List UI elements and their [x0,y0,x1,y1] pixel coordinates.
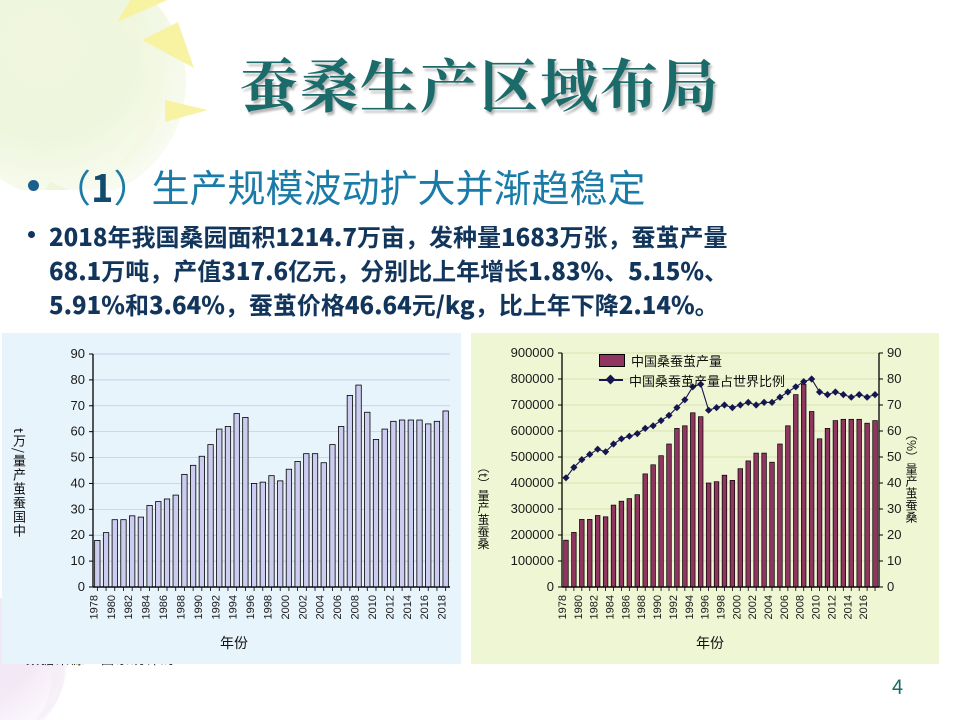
svg-text:1982: 1982 [589,595,601,619]
svg-text:1996: 1996 [700,595,712,619]
svg-text:2006: 2006 [779,595,791,619]
svg-text:1998: 1998 [715,595,727,619]
svg-text:80: 80 [887,371,901,386]
svg-text:1988: 1988 [175,595,187,619]
svg-text:1984: 1984 [141,595,153,619]
svg-text:2002: 2002 [297,595,309,619]
svg-text:30: 30 [71,501,85,516]
svg-text:10: 10 [71,553,85,568]
svg-text:1994: 1994 [684,595,696,619]
svg-text:2012: 2012 [384,595,396,619]
svg-text:800000: 800000 [511,371,554,386]
svg-text:2016: 2016 [419,595,431,619]
svg-text:70: 70 [71,398,85,413]
svg-text:1998: 1998 [263,595,275,619]
svg-text:0: 0 [78,579,85,594]
svg-text:10: 10 [887,553,901,568]
svg-text:2018: 2018 [437,595,449,619]
svg-text:90: 90 [71,346,85,361]
svg-text:1990: 1990 [193,595,205,619]
svg-text:2008: 2008 [350,595,362,619]
svg-text:1992: 1992 [668,595,680,619]
svg-text:40: 40 [887,475,901,490]
svg-text:50: 50 [887,449,901,464]
svg-text:1980: 1980 [573,595,585,619]
svg-text:60: 60 [71,424,85,439]
svg-text:1980: 1980 [106,595,118,619]
svg-text:300000: 300000 [511,501,554,516]
svg-text:2008: 2008 [795,595,807,619]
svg-text:2012: 2012 [826,595,838,619]
svg-text:2000: 2000 [280,595,292,619]
svg-text:2016: 2016 [858,595,870,619]
svg-text:1984: 1984 [605,595,617,619]
svg-text:1986: 1986 [620,595,632,619]
svg-text:0: 0 [887,579,894,594]
svg-text:2004: 2004 [315,595,327,619]
svg-text:60: 60 [887,423,901,438]
svg-text:2006: 2006 [332,595,344,619]
svg-text:700000: 700000 [511,397,554,412]
svg-text:200000: 200000 [511,527,554,542]
svg-text:0: 0 [547,579,554,594]
svg-text:900000: 900000 [511,345,554,360]
svg-text:1996: 1996 [245,595,257,619]
svg-text:20: 20 [887,527,901,542]
svg-text:1986: 1986 [158,595,170,619]
svg-text:1978: 1978 [88,595,100,619]
svg-text:2004: 2004 [763,595,775,619]
svg-text:1992: 1992 [210,595,222,619]
svg-text:2010: 2010 [811,595,823,619]
svg-text:70: 70 [887,397,901,412]
svg-text:500000: 500000 [511,449,554,464]
svg-text:400000: 400000 [511,475,554,490]
svg-text:80: 80 [71,372,85,387]
svg-text:30: 30 [887,501,901,516]
svg-text:1994: 1994 [228,595,240,619]
svg-text:1988: 1988 [636,595,648,619]
svg-text:40: 40 [71,475,85,490]
svg-text:90: 90 [887,345,901,360]
svg-text:2014: 2014 [842,595,854,619]
svg-text:1990: 1990 [652,595,664,619]
svg-text:100000: 100000 [511,553,554,568]
svg-text:1982: 1982 [123,595,135,619]
svg-text:2000: 2000 [731,595,743,619]
svg-text:2002: 2002 [747,595,759,619]
svg-text:50: 50 [71,450,85,465]
svg-text:1978: 1978 [557,595,569,619]
svg-text:20: 20 [71,527,85,542]
svg-text:2014: 2014 [402,595,414,619]
svg-text:600000: 600000 [511,423,554,438]
svg-text:2010: 2010 [367,595,379,619]
